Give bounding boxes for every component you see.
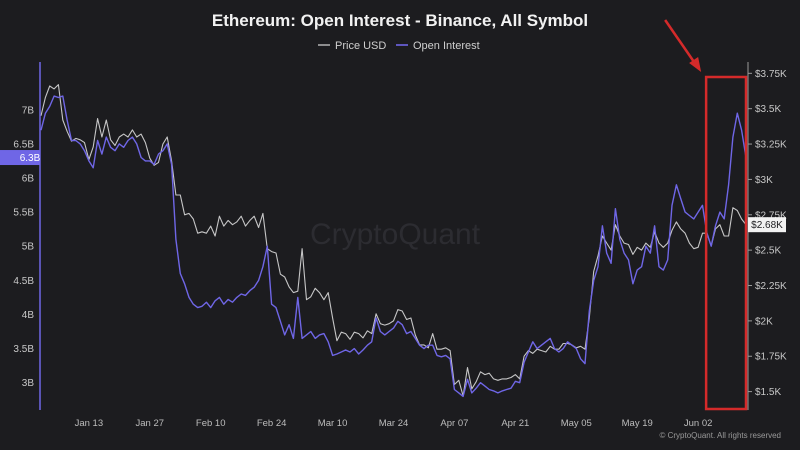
legend-label-open-interest[interactable]: Open Interest (413, 40, 480, 52)
left-tick-label: 6.5B (13, 139, 34, 150)
left-current-badge: 6.3B (0, 150, 41, 166)
right-tick-label: $2.75K (755, 210, 787, 221)
right-current-badge-bg (748, 217, 786, 233)
x-tick-label: Feb 10 (196, 418, 226, 429)
right-tick-label: $3.75K (755, 69, 787, 80)
x-tick-label: Mar 10 (318, 418, 348, 429)
right-current-badge-label: $2.68K (751, 220, 783, 231)
highlight-box (704, 75, 748, 411)
right-axis: $3.75K $3.5K $3.25K $3K $2.75K $2.5K $2.25K $2K… (748, 69, 787, 398)
right-tick-label: $2.5K (755, 246, 781, 257)
left-tick-label: 7B (22, 105, 35, 116)
left-tick-label: 6B (22, 174, 35, 185)
series-layer (40, 84, 747, 398)
right-tick-label: $1.75K (755, 352, 787, 363)
right-current-badge: $2.68K (748, 217, 786, 233)
x-tick-label: Jan 13 (75, 418, 104, 429)
x-tick-label: Jun 02 (684, 418, 713, 429)
chart-title: Ethereum: Open Interest - Binance, All S… (212, 11, 588, 30)
left-tick-label: 4.5B (13, 276, 34, 287)
annotation-arrow-head (689, 57, 702, 72)
legend[interactable]: Price USD Open Interest (318, 40, 480, 52)
x-tick-label: Apr 21 (501, 418, 529, 429)
x-tick-label: Jan 27 (136, 418, 165, 429)
watermark: CryptoQuant (310, 218, 481, 251)
right-tick-label: $3.25K (755, 140, 787, 151)
left-tick-label: 4B (22, 310, 35, 321)
series-line-open-interest (40, 95, 747, 398)
legend-label-price[interactable]: Price USD (335, 40, 386, 52)
copyright: © CryptoQuant. All rights reserved (660, 431, 782, 440)
right-tick-label: $3K (755, 175, 773, 186)
left-tick-label: 3.5B (13, 344, 34, 355)
left-tick-label: 5.5B (13, 208, 34, 219)
x-tick-label: May 05 (561, 418, 592, 429)
left-tick-label: 3B (22, 378, 35, 389)
x-axis: Jan 13 Jan 27 Feb 10 Feb 24 Mar 10 Mar 24 Apr … (75, 418, 713, 429)
left-axis: 7B 6.5B 6B 5.5B 5B 4.5B 4B 3.5B 3B (13, 105, 34, 389)
right-tick-label: $3.5K (755, 104, 781, 115)
annotation (664, 19, 748, 411)
x-tick-label: Feb 24 (257, 418, 287, 429)
annotation-arrow-shaft (664, 19, 698, 66)
right-tick-label: $1.5K (755, 387, 781, 398)
left-current-badge-label: 6.3B (20, 153, 41, 164)
left-tick-label: 5B (22, 242, 35, 253)
right-tick-label: $2.25K (755, 281, 787, 292)
x-tick-label: Mar 24 (379, 418, 409, 429)
x-tick-label: May 19 (622, 418, 653, 429)
right-tick-label: $2K (755, 316, 773, 327)
series-line-price (40, 84, 747, 397)
x-tick-label: Apr 07 (440, 418, 468, 429)
left-current-badge-bg (0, 150, 40, 166)
